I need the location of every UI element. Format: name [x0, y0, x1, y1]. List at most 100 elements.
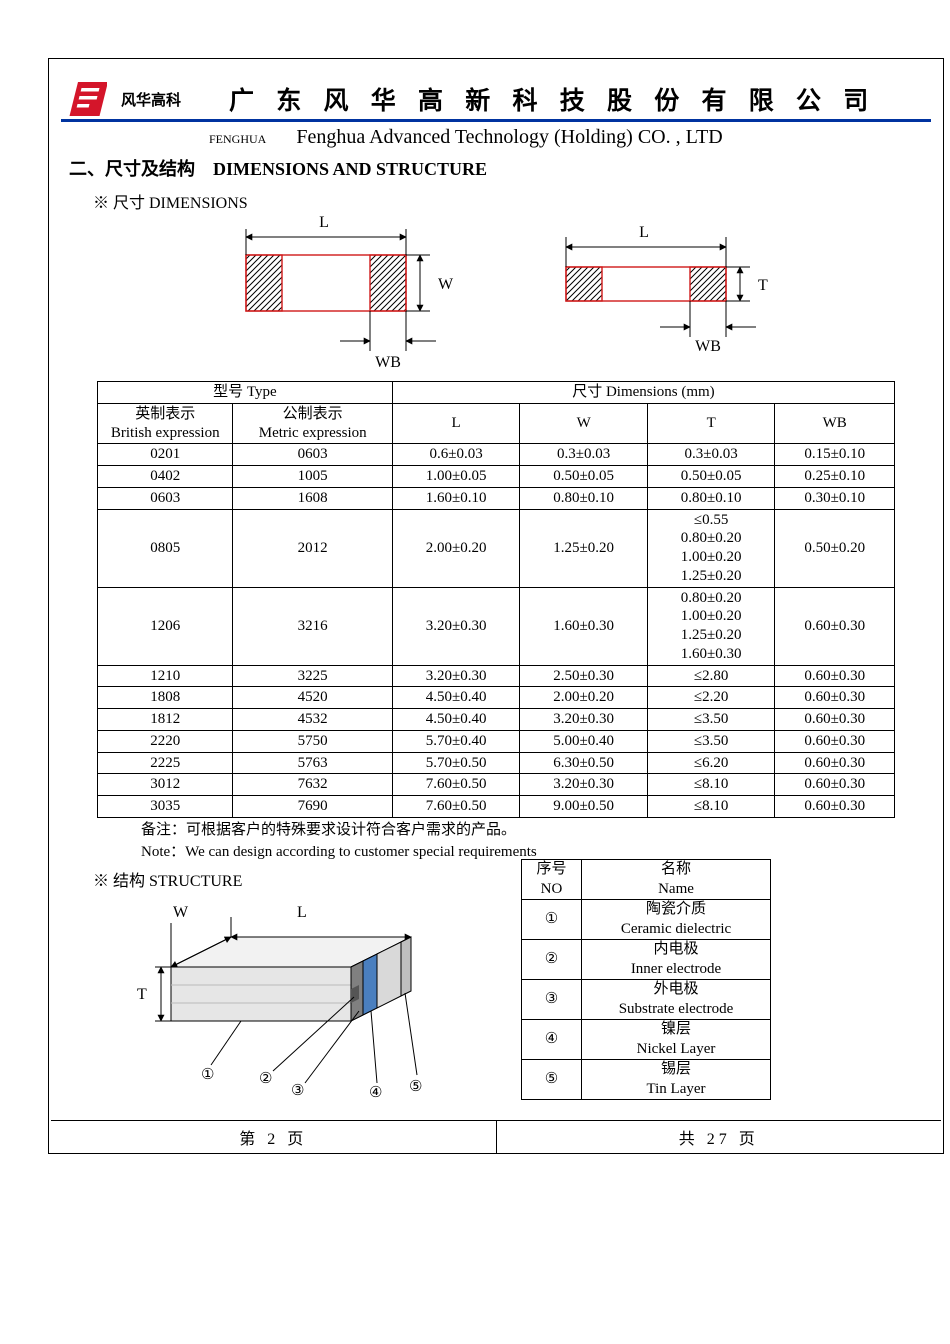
dimensions-table-wrap: 型号 Type 尺寸 Dimensions (mm) 英制表示 British …: [51, 381, 941, 818]
table-cell: ≤6.20: [647, 752, 775, 774]
struct-no: ③: [522, 980, 582, 1020]
table-cell: 3035: [98, 796, 233, 818]
struct-name: 镍层 Nickel Layer: [582, 1020, 771, 1060]
struct-name: 锡层 Tin Layer: [582, 1060, 771, 1100]
table-cell: 0805: [98, 509, 233, 587]
label-W: W: [438, 276, 454, 293]
table-cell: 3.20±0.30: [392, 587, 520, 665]
table-cell: ≤8.10: [647, 774, 775, 796]
table-cell: 3012: [98, 774, 233, 796]
table-row: ②内电极 Inner electrode: [522, 940, 771, 980]
table-cell: 0402: [98, 466, 233, 488]
table-cell: 0.60±0.30: [775, 587, 895, 665]
table-cell: 2012: [233, 509, 392, 587]
table-cell: 0.25±0.10: [775, 466, 895, 488]
table-row: ⑤锡层 Tin Layer: [522, 1060, 771, 1100]
label-L: L: [319, 215, 329, 231]
svg-text:③: ③: [291, 1083, 304, 1099]
table-cell: 0.60±0.30: [775, 687, 895, 709]
table-row: 080520122.00±0.201.25±0.20≤0.55 0.80±0.2…: [98, 509, 895, 587]
table-cell: 4.50±0.40: [392, 709, 520, 731]
label-T: T: [758, 277, 768, 294]
table-cell: 3.20±0.30: [520, 709, 648, 731]
table-cell: 5.70±0.40: [392, 730, 520, 752]
table-cell: 7632: [233, 774, 392, 796]
table-cell: 1206: [98, 587, 233, 665]
company-en-title: Fenghua Advanced Technology (Holding) CO…: [296, 126, 722, 149]
struct-name: 陶瓷介质 Ceramic dielectric: [582, 900, 771, 940]
svg-text:①: ①: [201, 1067, 214, 1083]
s-label-T: T: [137, 986, 147, 1003]
th-metric: 公制表示 Metric expression: [233, 403, 392, 444]
table-cell: 0.50±0.20: [775, 509, 895, 587]
notes: 备注：可根据客户的特殊要求设计符合客户需求的产品。 Note：We can de…: [51, 818, 941, 864]
sth-name: 名称 Name: [582, 860, 771, 900]
brand-small: 风华高科: [121, 89, 181, 110]
table-row: 303576907.60±0.509.00±0.50≤8.100.60±0.30: [98, 796, 895, 818]
table-row: 180845204.50±0.402.00±0.20≤2.200.60±0.30: [98, 687, 895, 709]
footer-left: 第 2 页: [51, 1121, 497, 1153]
s-label-L: L: [297, 904, 307, 921]
dims-subhead: ※ 尺寸 DIMENSIONS: [51, 181, 941, 215]
brand-en-small: FENGHUA: [209, 132, 266, 147]
table-row: 120632163.20±0.301.60±0.300.80±0.20 1.00…: [98, 587, 895, 665]
table-cell: 3.20±0.30: [520, 774, 648, 796]
table-cell: ≤2.80: [647, 665, 775, 687]
label-L2: L: [639, 224, 649, 241]
table-row: 301276327.60±0.503.20±0.30≤8.100.60±0.30: [98, 774, 895, 796]
table-cell: 0.80±0.10: [647, 487, 775, 509]
table-cell: 2.50±0.30: [520, 665, 648, 687]
svg-text:②: ②: [259, 1071, 272, 1087]
table-cell: 1608: [233, 487, 392, 509]
table-cell: 0603: [98, 487, 233, 509]
table-cell: 6.30±0.50: [520, 752, 648, 774]
structure-figure: W L T ① ② ③ ④ ⑤: [101, 893, 481, 1108]
table-cell: ≤3.50: [647, 730, 775, 752]
table-cell: 1.25±0.20: [520, 509, 648, 587]
table-cell: 0603: [233, 444, 392, 466]
dims-figures: L W WB: [51, 215, 941, 381]
sub-header: FENGHUA Fenghua Advanced Technology (Hol…: [51, 124, 941, 153]
company-cn-title: 广 东 风 华 高 新 科 技 股 份 有 限 公 司: [229, 81, 876, 117]
struct-no: ④: [522, 1020, 582, 1060]
table-cell: ≤3.50: [647, 709, 775, 731]
table-cell: 7.60±0.50: [392, 796, 520, 818]
table-cell: 0.3±0.03: [647, 444, 775, 466]
struct-name: 外电极 Substrate electrode: [582, 980, 771, 1020]
struct-no: ⑤: [522, 1060, 582, 1100]
table-cell: 3216: [233, 587, 392, 665]
page-frame: 风华高科 广 东 风 华 高 新 科 技 股 份 有 限 公 司 FENGHUA…: [48, 58, 944, 1154]
table-cell: 0.60±0.30: [775, 774, 895, 796]
table-cell: 0.80±0.10: [520, 487, 648, 509]
table-cell: 5763: [233, 752, 392, 774]
table-cell: 0.60±0.30: [775, 796, 895, 818]
table-cell: 4.50±0.40: [392, 687, 520, 709]
table-cell: 0.30±0.10: [775, 487, 895, 509]
section-title-en: DIMENSIONS AND STRUCTURE: [213, 159, 487, 179]
table-cell: ≤8.10: [647, 796, 775, 818]
table-row: ③外电极 Substrate electrode: [522, 980, 771, 1020]
table-row: ①陶瓷介质 Ceramic dielectric: [522, 900, 771, 940]
header: 风华高科 广 东 风 华 高 新 科 技 股 份 有 限 公 司: [51, 61, 941, 119]
table-cell: 0.60±0.30: [775, 752, 895, 774]
table-cell: 3225: [233, 665, 392, 687]
struct-name: 内电极 Inner electrode: [582, 940, 771, 980]
table-cell: 0201: [98, 444, 233, 466]
section-title: 二、尺寸及结构 DIMENSIONS AND STRUCTURE: [51, 153, 941, 181]
th-T: T: [647, 403, 775, 444]
dims-figure-side: L T WB: [526, 215, 786, 375]
dimensions-table: 型号 Type 尺寸 Dimensions (mm) 英制表示 British …: [97, 381, 895, 818]
table-cell: 0.6±0.03: [392, 444, 520, 466]
table-cell: 1808: [98, 687, 233, 709]
table-row: ④镍层 Nickel Layer: [522, 1020, 771, 1060]
table-cell: 4520: [233, 687, 392, 709]
table-cell: 9.00±0.50: [520, 796, 648, 818]
structure-table: 序号 NO 名称 Name ①陶瓷介质 Ceramic dielectric②内…: [521, 859, 771, 1100]
dims-figure-top: L W WB: [206, 215, 456, 375]
table-cell: 0.50±0.05: [520, 466, 648, 488]
table-cell: 1.00±0.05: [392, 466, 520, 488]
table-cell: 2.00±0.20: [520, 687, 648, 709]
note-cn: 备注：可根据客户的特殊要求设计符合客户需求的产品。: [141, 820, 931, 842]
struct-no: ②: [522, 940, 582, 980]
table-cell: 5.00±0.40: [520, 730, 648, 752]
